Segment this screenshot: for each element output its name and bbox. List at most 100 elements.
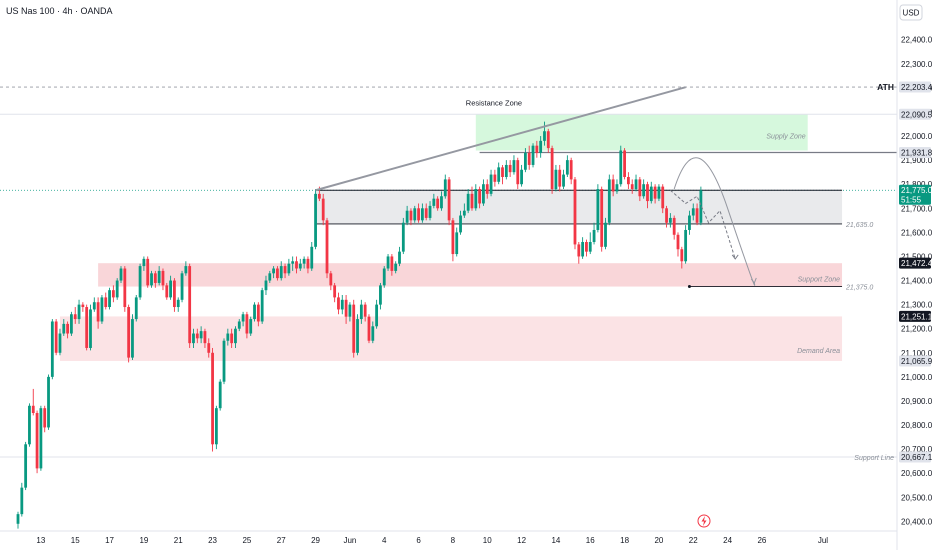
candle-body — [539, 140, 543, 153]
candle-body — [665, 208, 668, 223]
price-tick-label: 21,400.0 — [901, 277, 932, 286]
candle-body — [653, 186, 657, 199]
candle-body — [253, 304, 256, 320]
price-tag-countdown: 51:55 — [901, 196, 922, 205]
candle-body — [272, 268, 276, 274]
candle-body — [359, 304, 363, 320]
price-tick-label: 22,400.0 — [901, 36, 932, 45]
time-tick-label: 21 — [174, 536, 183, 545]
time-tick-label: 8 — [451, 536, 456, 545]
price-tick-label: 20,400.0 — [901, 517, 932, 526]
time-tick-label: 4 — [382, 536, 387, 545]
candle-body — [176, 299, 180, 308]
candle-body — [657, 186, 661, 199]
candle-body — [485, 184, 489, 194]
candle-body — [432, 198, 436, 206]
candle-body — [668, 217, 672, 223]
candle-body — [268, 273, 272, 281]
candle-body — [146, 258, 150, 286]
candle-body — [695, 208, 699, 223]
price-tick-label: 22,300.0 — [901, 60, 932, 69]
candle-body — [66, 323, 69, 334]
time-tick-label: 10 — [483, 536, 492, 545]
candle-body — [150, 273, 153, 286]
candle-body — [203, 331, 207, 344]
candle-body — [89, 309, 92, 348]
candles-layer — [16, 121, 703, 529]
time-tick-label: 23 — [208, 536, 217, 545]
candle-body — [623, 150, 626, 177]
candle-body — [77, 304, 81, 320]
price-tick-label: 21,800.0 — [901, 180, 932, 189]
candle-body — [317, 193, 321, 199]
candle-body — [634, 179, 638, 190]
candle-body — [611, 179, 615, 192]
candle-body — [451, 220, 455, 255]
candle-body — [119, 268, 123, 281]
candle-body — [340, 299, 344, 310]
candle-body — [184, 266, 188, 274]
candle-body — [276, 268, 279, 279]
currency-button[interactable] — [899, 4, 923, 21]
time-tick-label: 17 — [105, 536, 114, 545]
price-tick-label: 21,200.0 — [901, 325, 932, 334]
candle-body — [264, 280, 268, 291]
candle-body — [424, 208, 428, 218]
candle-body — [588, 242, 592, 252]
candle-body — [123, 268, 127, 308]
candle-body — [62, 323, 66, 334]
candle-body — [527, 152, 531, 165]
time-tick-label: 27 — [277, 536, 286, 545]
price-tag — [899, 451, 931, 463]
candle-body — [596, 189, 600, 230]
candle-body — [401, 222, 405, 252]
candle-body — [699, 190, 703, 223]
candle-body — [157, 270, 161, 283]
candle-body — [447, 179, 451, 221]
candle-body — [260, 290, 264, 322]
candle-body — [604, 222, 607, 247]
candle-body — [443, 179, 447, 197]
candle-body — [287, 263, 291, 274]
candle-body — [333, 285, 337, 298]
price-tag — [899, 184, 931, 205]
price-tag-label: 20,667.1 — [901, 453, 932, 462]
candle-body — [371, 326, 375, 341]
time-axis[interactable]: 13 15 17 19 21 23 25 27 29 Jun 4 6 8 10 12 14 16 18 20 22 24… — [36, 536, 828, 545]
candle-body — [512, 160, 516, 173]
candle-body — [199, 331, 203, 339]
price-tag-label: 21,251.1 — [901, 312, 932, 321]
candle-body — [504, 164, 508, 177]
price-tag-label: 22,090.5 — [901, 110, 932, 119]
candle-body — [131, 319, 134, 358]
price-axis[interactable]: 22,400.022,300.022,200.022,100.022,000.0… — [899, 36, 932, 527]
candle-body — [531, 145, 535, 165]
time-tick-label: 15 — [71, 536, 80, 545]
candle-body — [535, 145, 539, 153]
time-tick-label: 19 — [139, 536, 148, 545]
support-line-label: Support Line — [854, 455, 894, 462]
candle-body — [50, 321, 54, 377]
candle-body — [295, 261, 298, 269]
candle-body — [314, 193, 317, 247]
time-tick-label: 24 — [723, 536, 732, 545]
demand-area-label: Demand Area — [797, 348, 840, 355]
candle-body — [516, 160, 520, 185]
candle-body — [291, 261, 295, 264]
price-tag — [899, 355, 931, 367]
price-tick-label: 20,900.0 — [901, 397, 932, 406]
candle-body — [478, 189, 482, 204]
candle-body — [367, 316, 371, 341]
lightning-icon[interactable] — [697, 514, 711, 528]
candle-body — [413, 208, 417, 221]
time-tick-label: 18 — [620, 536, 629, 545]
candle-body — [234, 328, 237, 344]
time-tick-label: 6 — [416, 536, 421, 545]
candle-body — [630, 184, 634, 190]
candle-body — [600, 189, 604, 247]
candle-body — [554, 169, 558, 190]
supply-zone-label: Supply Zone — [766, 133, 805, 140]
candle-body — [230, 333, 234, 344]
candle-body — [35, 412, 39, 469]
